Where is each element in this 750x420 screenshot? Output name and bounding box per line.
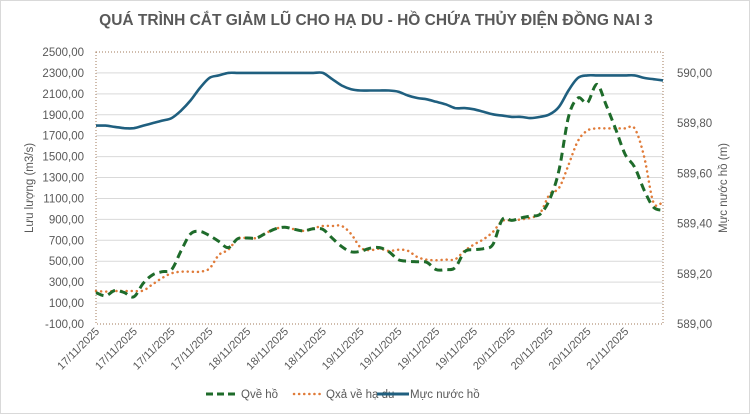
y-tick-label: 1500,00	[42, 152, 84, 164]
legend-label-qxa: Qxả về hạ du	[326, 389, 394, 401]
y2-tick-label: 589,20	[677, 269, 712, 281]
legend-item-qxa: Qxả về hạ du	[292, 389, 394, 401]
y-tick-label: 1100,00	[43, 193, 84, 205]
series-line-level	[95, 71, 664, 130]
legend-item-level: Mực nước hồ	[377, 389, 480, 401]
chart-title: QUÁ TRÌNH CẮT GIẢM LŨ CHO HẠ DU - HỒ CHỨ…	[99, 11, 653, 29]
y-tick-label: 500,00	[49, 256, 84, 268]
left-axis-ticks: -100,00 100,00 300,00 500,00 700,00 900,00 110…	[42, 47, 84, 331]
y2-tick-label: 590,00	[677, 68, 712, 80]
y-tick-label: 1700,00	[42, 131, 84, 143]
y2-tick-label: 589,00	[677, 319, 712, 331]
legend: Qvề hồ Qxả về hạ du Mực nước hồ	[206, 389, 480, 401]
legend-label-level: Mực nước hồ	[410, 389, 480, 401]
series-line-qxa	[94, 125, 665, 293]
y-tick-label: 1300,00	[42, 173, 84, 185]
y-tick-label: 100,00	[49, 298, 84, 310]
y-tick-label: 2500,00	[42, 47, 84, 59]
right-axis-ticks: 589,00 589,20 589,40 589,60 589,80 590,00	[677, 68, 712, 331]
plot-area-border	[95, 51, 664, 325]
y-tick-label: 2100,00	[42, 89, 84, 101]
x-axis-ticks: 17/11/202517/11/202517/11/202517/11/2025…	[55, 326, 631, 373]
left-axis-label: Lưu lượng (m3/s)	[24, 143, 36, 233]
y-tick-label: 1900,00	[42, 110, 84, 122]
y-tick-label: 700,00	[49, 235, 84, 247]
y2-tick-label: 589,60	[677, 168, 712, 180]
gridlines	[96, 72, 663, 304]
legend-item-qve: Qvề hồ	[206, 389, 278, 401]
series-lines	[94, 71, 665, 299]
series-line-qve	[95, 82, 664, 299]
y2-tick-label: 589,40	[677, 219, 712, 231]
y-tick-label: 300,00	[49, 277, 84, 289]
y-tick-label: -100,00	[45, 319, 84, 331]
y2-tick-label: 589,80	[677, 118, 712, 130]
legend-label-qve: Qvề hồ	[241, 389, 278, 401]
right-axis-label: Mực nước hồ (m)	[718, 143, 730, 233]
y-tick-label: 2300,00	[42, 68, 84, 80]
y-tick-label: 900,00	[49, 214, 84, 226]
